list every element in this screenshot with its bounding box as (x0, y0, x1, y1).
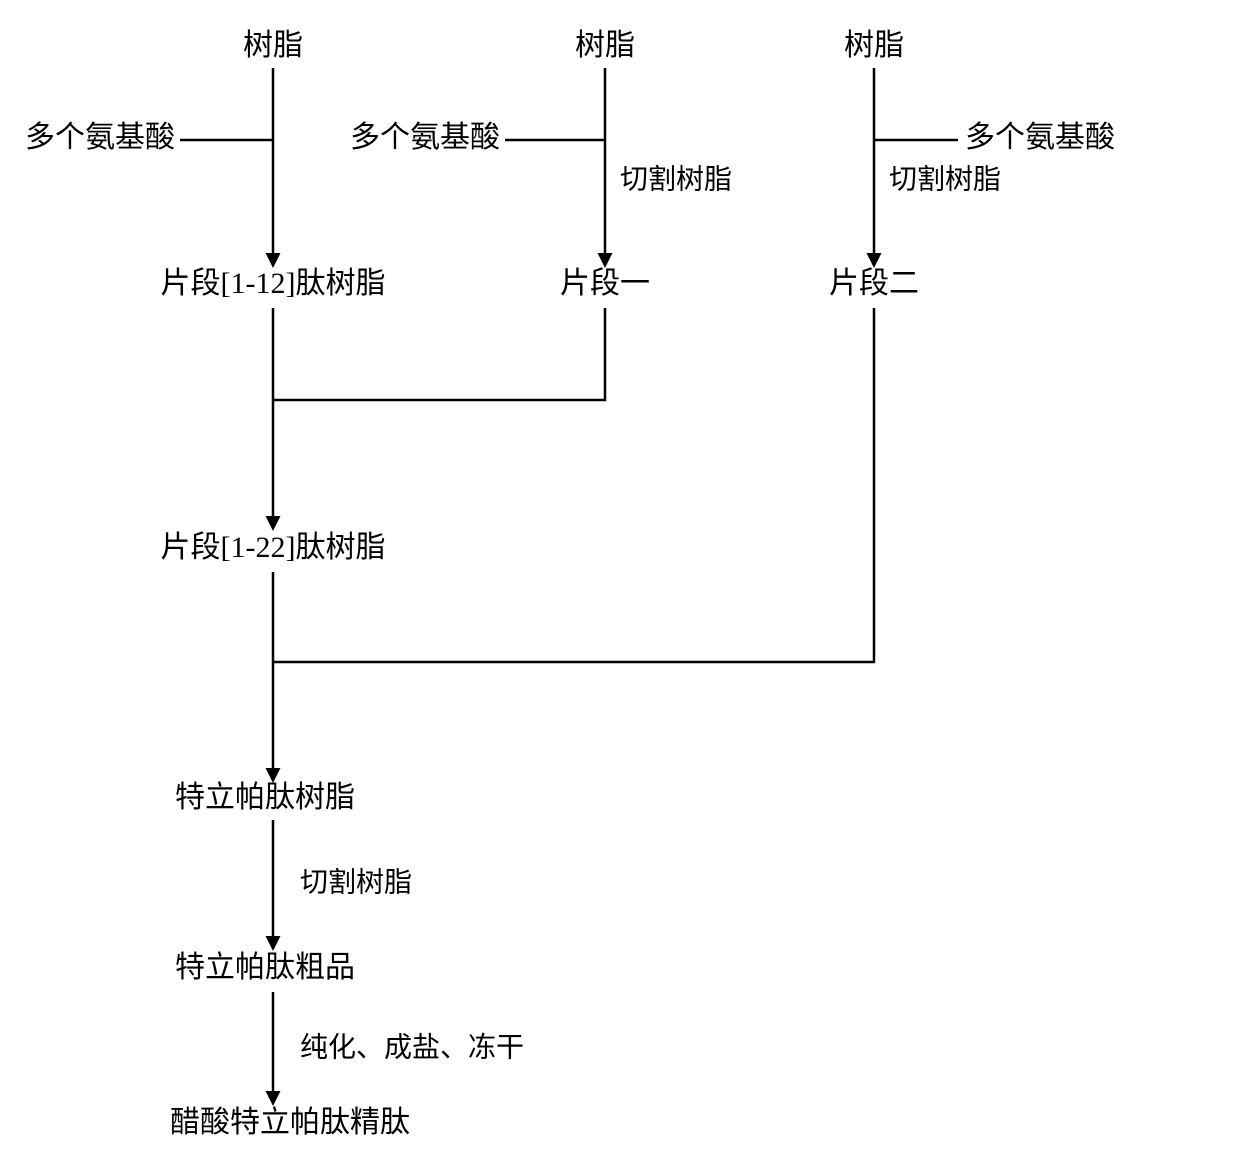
node-frag1: 片段一 (560, 267, 650, 300)
edge-label: 切割树脂 (300, 866, 412, 898)
node-crude: 特立帕肽粗品 (175, 951, 355, 984)
node-frag122: 片段[1-22]肽树脂 (161, 531, 386, 564)
node-resin3: 树脂 (844, 29, 904, 62)
node-frag2: 片段二 (829, 267, 919, 300)
node-aa1: 多个氨基酸 (25, 121, 175, 154)
node-teripRes: 特立帕肽树脂 (175, 781, 355, 814)
node-resin1: 树脂 (243, 29, 303, 62)
node-acetate: 醋酸特立帕肽精肽 (170, 1106, 410, 1139)
node-resin2: 树脂 (575, 29, 635, 62)
edge-label: 切割树脂 (889, 163, 1001, 195)
flowchart-canvas: 切割树脂切割树脂切割树脂纯化、成盐、冻干树脂树脂树脂多个氨基酸多个氨基酸多个氨基… (0, 0, 1240, 1157)
node-aa3: 多个氨基酸 (965, 121, 1115, 154)
edge-label: 切割树脂 (620, 163, 732, 195)
edge-label: 纯化、成盐、冻干 (300, 1031, 524, 1063)
node-aa2: 多个氨基酸 (350, 121, 500, 154)
node-frag112: 片段[1-12]肽树脂 (161, 267, 386, 300)
